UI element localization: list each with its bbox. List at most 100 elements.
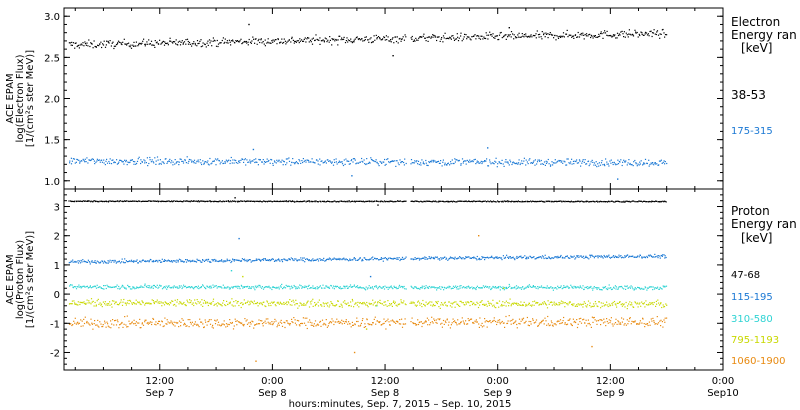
data-point bbox=[103, 285, 105, 287]
data-point bbox=[187, 43, 190, 45]
data-point bbox=[280, 286, 282, 288]
data-point bbox=[74, 302, 76, 304]
data-point bbox=[229, 41, 231, 43]
data-point bbox=[501, 303, 503, 306]
data-point bbox=[329, 39, 331, 41]
data-point bbox=[660, 159, 662, 161]
data-point bbox=[578, 318, 580, 320]
data-point bbox=[424, 288, 426, 290]
data-point bbox=[121, 321, 123, 324]
data-point bbox=[178, 200, 180, 203]
data-point bbox=[367, 287, 369, 289]
data-point bbox=[172, 201, 174, 203]
data-point bbox=[540, 285, 543, 287]
data-point bbox=[628, 303, 630, 305]
data-point bbox=[74, 260, 76, 263]
data-point bbox=[596, 288, 598, 290]
data-point bbox=[535, 201, 537, 203]
data-point bbox=[535, 302, 537, 304]
data-point bbox=[578, 36, 581, 38]
data-point bbox=[560, 35, 562, 37]
data-point bbox=[308, 161, 310, 163]
data-point bbox=[255, 158, 257, 160]
data-point bbox=[609, 201, 611, 203]
data-point bbox=[571, 286, 573, 288]
data-point bbox=[208, 164, 210, 166]
data-point bbox=[323, 303, 325, 305]
data-point bbox=[430, 37, 432, 39]
data-point bbox=[134, 288, 136, 290]
data-point bbox=[590, 36, 592, 39]
data-point bbox=[281, 261, 284, 263]
data-point bbox=[164, 259, 166, 261]
data-point bbox=[144, 45, 146, 47]
data-point bbox=[334, 286, 336, 288]
data-point bbox=[364, 36, 366, 38]
data-point bbox=[635, 288, 637, 290]
data-point bbox=[187, 319, 189, 321]
data-point bbox=[71, 44, 73, 46]
data-point bbox=[138, 42, 140, 44]
data-point bbox=[321, 305, 323, 307]
data-point bbox=[443, 37, 445, 39]
data-point bbox=[287, 201, 289, 203]
data-point bbox=[113, 47, 115, 50]
data-point bbox=[399, 200, 401, 202]
data-point bbox=[618, 323, 620, 325]
data-point bbox=[372, 322, 374, 324]
data-point bbox=[553, 301, 555, 303]
data-point bbox=[371, 159, 373, 161]
data-point bbox=[325, 162, 327, 164]
data-point bbox=[291, 287, 293, 289]
data-point bbox=[579, 160, 581, 162]
data-point bbox=[486, 326, 488, 328]
data-point bbox=[358, 306, 360, 308]
data-point bbox=[437, 300, 439, 303]
data-point bbox=[163, 325, 165, 327]
data-point bbox=[514, 321, 516, 323]
data-point bbox=[580, 255, 582, 257]
data-point bbox=[212, 300, 214, 302]
data-point bbox=[643, 323, 645, 325]
data-point bbox=[353, 158, 356, 160]
data-point bbox=[452, 285, 455, 287]
data-point bbox=[150, 259, 152, 261]
data-point bbox=[281, 325, 284, 327]
data-point bbox=[97, 286, 99, 289]
data-point bbox=[560, 200, 562, 202]
data-point bbox=[329, 304, 331, 306]
data-point bbox=[543, 301, 545, 303]
data-point bbox=[338, 201, 340, 203]
data-point bbox=[576, 305, 578, 307]
data-point bbox=[395, 320, 398, 322]
data-point bbox=[291, 285, 293, 287]
data-point bbox=[588, 287, 590, 289]
data-point bbox=[380, 257, 382, 259]
data-point bbox=[261, 303, 263, 305]
data-point bbox=[645, 201, 647, 203]
data-point bbox=[502, 301, 504, 303]
data-point bbox=[221, 259, 223, 261]
data-point bbox=[461, 317, 463, 319]
data-point bbox=[283, 161, 285, 163]
data-point bbox=[317, 323, 319, 325]
data-point bbox=[249, 321, 251, 323]
data-point bbox=[457, 285, 459, 288]
data-point bbox=[293, 200, 295, 202]
data-point bbox=[73, 300, 75, 302]
data-point bbox=[531, 200, 534, 202]
data-point bbox=[274, 39, 276, 41]
data-point bbox=[525, 159, 527, 161]
data-point bbox=[116, 319, 119, 321]
data-point bbox=[420, 287, 422, 289]
data-point bbox=[504, 286, 506, 289]
data-point bbox=[308, 200, 310, 202]
data-point bbox=[264, 160, 266, 163]
data-point bbox=[326, 41, 328, 43]
data-point bbox=[475, 319, 477, 321]
data-point bbox=[263, 200, 265, 202]
data-point bbox=[545, 304, 548, 306]
data-point bbox=[280, 161, 282, 163]
data-point bbox=[275, 287, 277, 289]
data-point bbox=[370, 158, 373, 161]
